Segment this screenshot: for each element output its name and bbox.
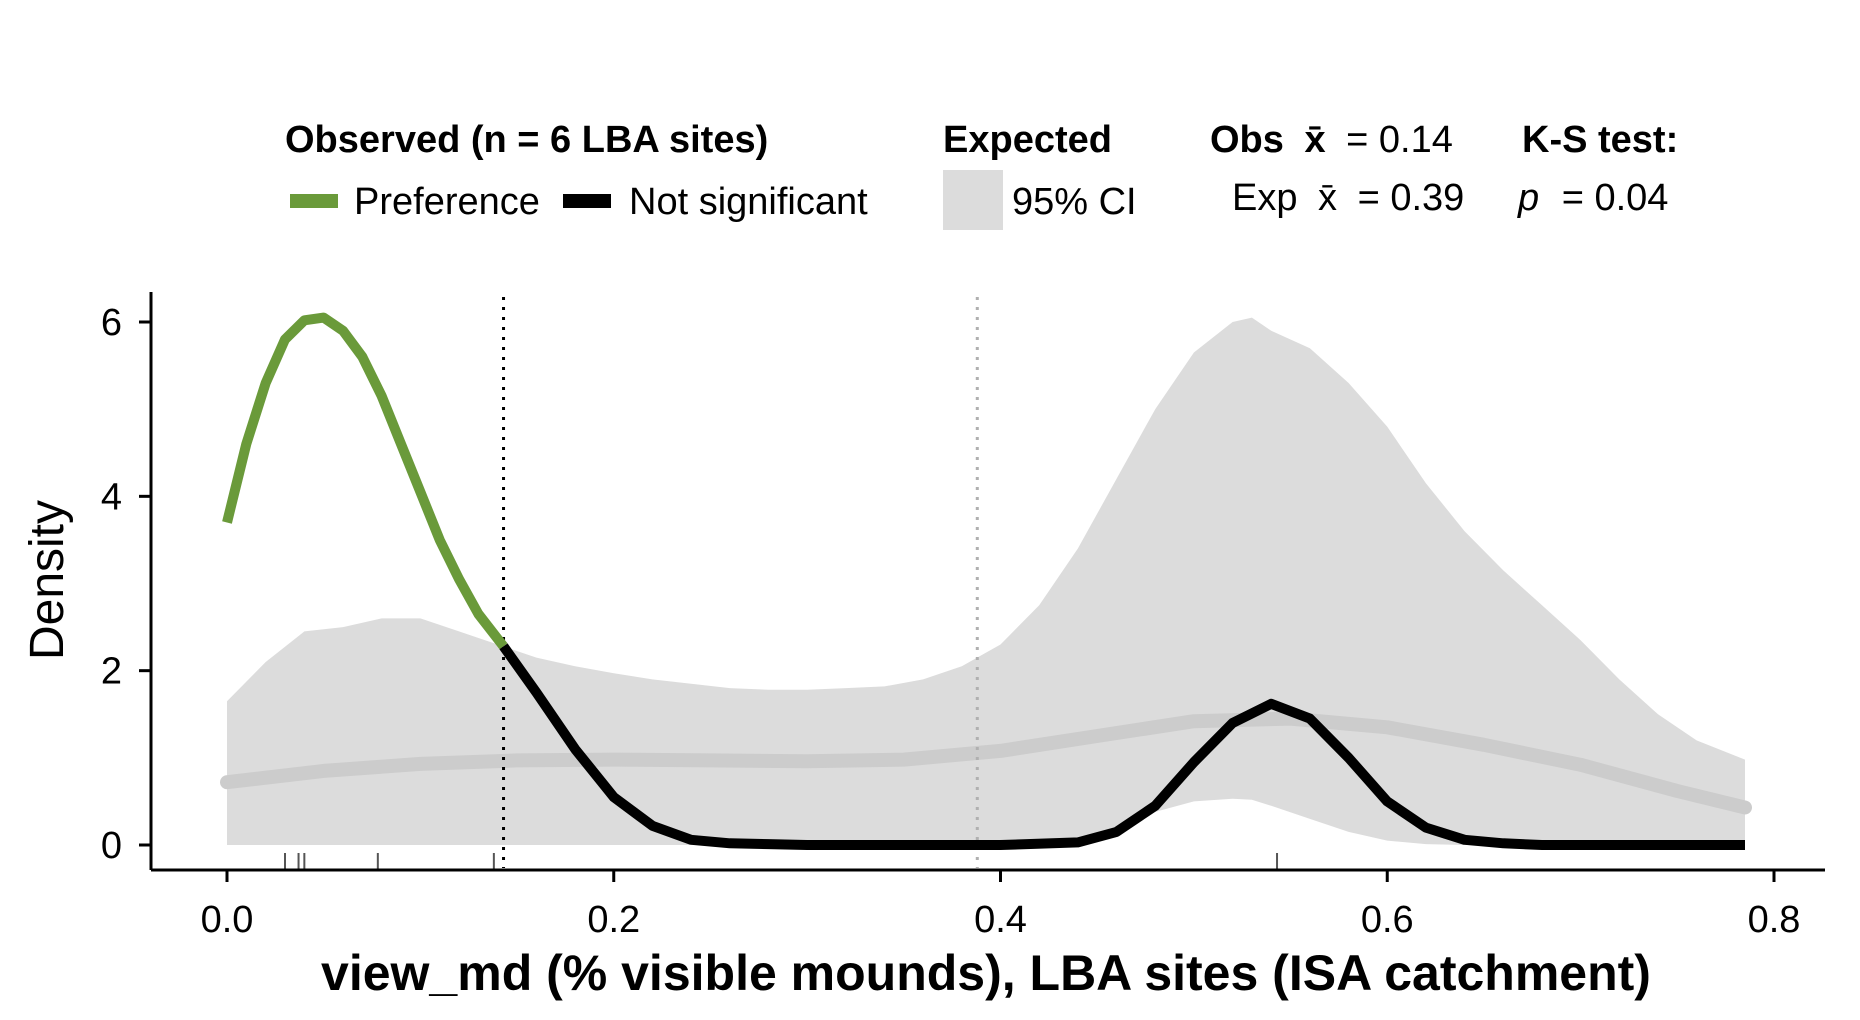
obs-mean-symbol: x̄ <box>1304 119 1325 161</box>
x-axis-label: view_md (% visible mounds), LBA sites (I… <box>321 945 1651 1001</box>
series-line-preference <box>222 312 508 650</box>
legend-preference-swatch <box>290 194 338 208</box>
ks-p-symbol: p <box>1517 177 1539 219</box>
x-tick-label: 0.0 <box>201 899 254 941</box>
legend-ks-title: K-S test: <box>1522 119 1678 161</box>
exp-mean-value: = 0.39 <box>1358 177 1465 219</box>
x-tick-label: 0.6 <box>1361 899 1414 941</box>
expected-mean-line <box>220 711 1752 815</box>
legend-notsig-label: Not significant <box>629 181 868 223</box>
ks-p-value: = 0.04 <box>1562 177 1669 219</box>
legend-exp-mean: Exp x̄ = 0.39 <box>1232 177 1464 219</box>
y-tick-label: 4 <box>101 476 122 518</box>
obs-mean-label: Obs <box>1210 119 1284 161</box>
legend-ci-swatch <box>943 170 1003 230</box>
legend-ci-label: 95% CI <box>1012 181 1137 223</box>
series-line-not-significant <box>499 643 1745 850</box>
axes <box>149 292 1825 872</box>
obs-mean-value: = 0.14 <box>1346 119 1453 161</box>
exp-mean-symbol: x̄ <box>1318 177 1337 219</box>
x-tick-label: 0.8 <box>1748 899 1801 941</box>
y-tick-label: 0 <box>101 825 122 867</box>
x-tick-label: 0.4 <box>974 899 1027 941</box>
legend-obs-mean: Obs x̄ = 0.14 <box>1210 119 1453 161</box>
y-ticks: 0 2 4 6 <box>101 302 151 867</box>
legend-ks-p: p = 0.04 <box>1517 177 1668 219</box>
expected-ci-band <box>227 317 1745 846</box>
legend: Observed (n = 6 LBA sites) Preference No… <box>285 119 1678 230</box>
legend-notsig-swatch <box>563 194 611 208</box>
legend-expected-title: Expected <box>943 119 1112 161</box>
legend-preference-label: Preference <box>354 181 540 223</box>
y-tick-label: 2 <box>101 651 122 693</box>
x-ticks: 0.0 0.2 0.4 0.6 0.8 <box>201 870 1801 941</box>
y-tick-label: 6 <box>101 302 122 344</box>
ci-band-area <box>227 317 1745 846</box>
exp-mean-label: Exp <box>1232 177 1297 219</box>
observed-density-series <box>222 312 1745 850</box>
x-tick-label: 0.2 <box>587 899 640 941</box>
legend-observed-title: Observed (n = 6 LBA sites) <box>285 119 768 161</box>
y-axis-label: Density <box>21 500 74 660</box>
expected-mean-curve <box>220 711 1752 815</box>
rug-marks <box>284 853 1279 870</box>
